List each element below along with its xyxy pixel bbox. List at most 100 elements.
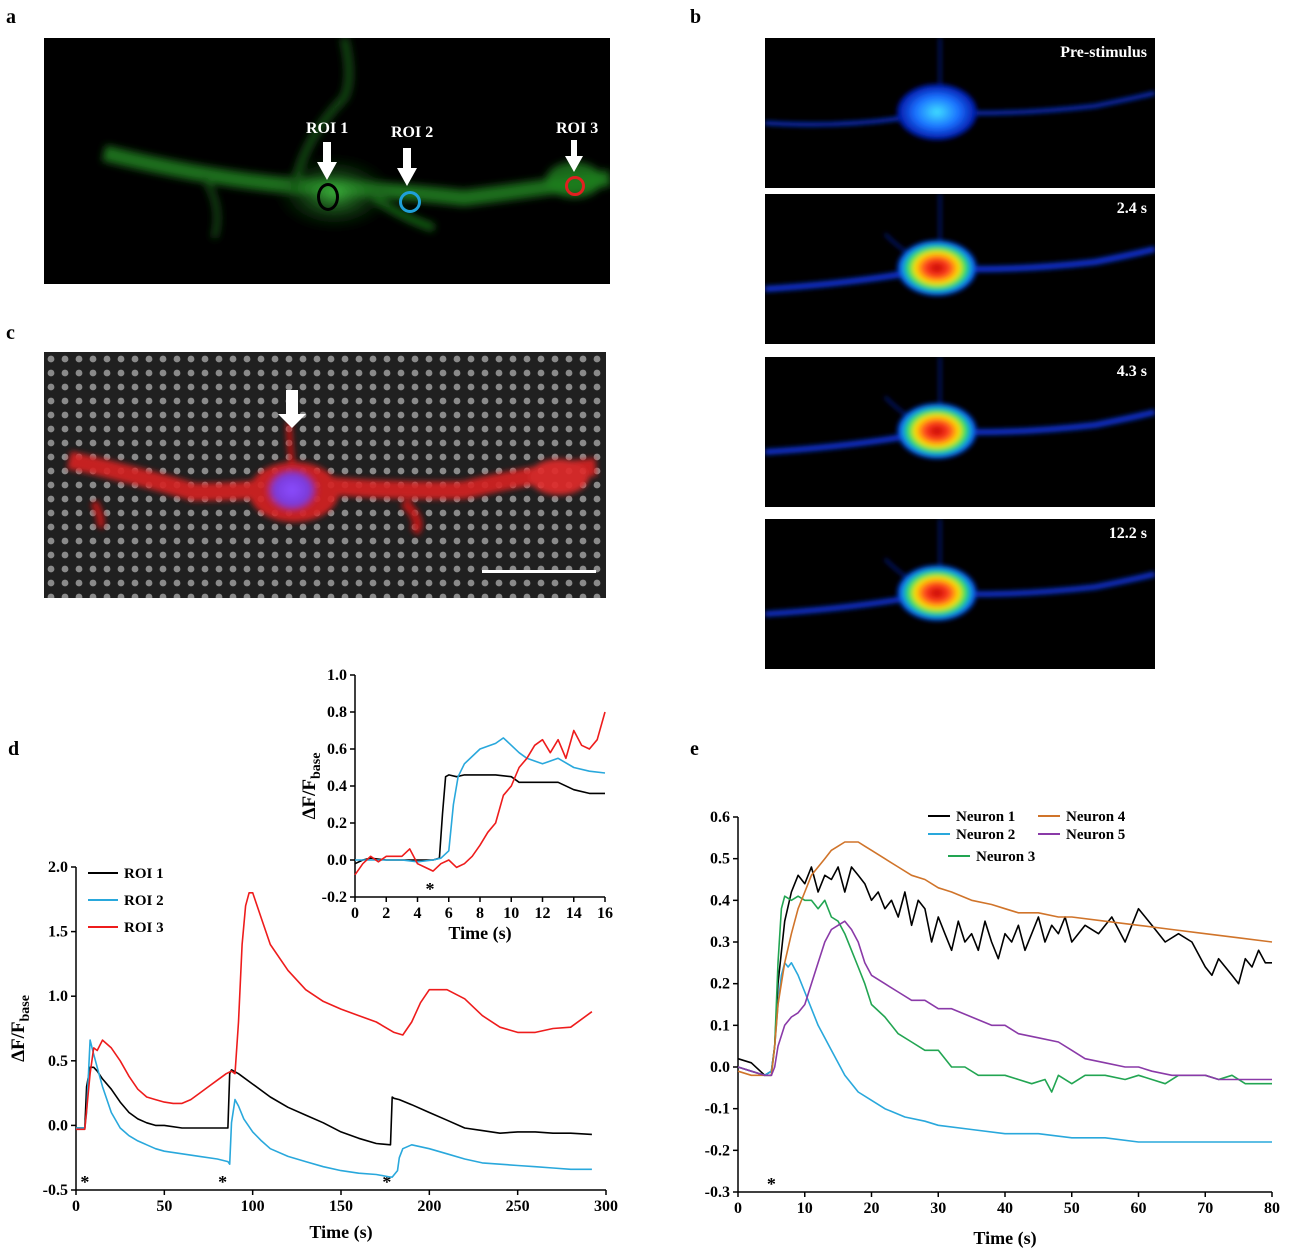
x-axis-label: Time (s)	[973, 1228, 1036, 1249]
legend-label: Neuron 5	[1066, 827, 1125, 843]
x-tick-label: 8	[476, 905, 484, 922]
legend-label: Neuron 3	[976, 849, 1035, 865]
roi-3-circle	[565, 176, 585, 196]
panel-c-arrow	[278, 390, 306, 428]
x-tick-label: 12	[535, 905, 551, 922]
x-tick-label: 0	[734, 1200, 742, 1217]
stimulus-marker: *	[767, 1174, 776, 1194]
y-tick-label: -0.2	[322, 889, 347, 906]
x-tick-label: 80	[1264, 1200, 1280, 1217]
heatmap-neuron	[765, 38, 1155, 140]
x-tick-label: 20	[864, 1200, 880, 1217]
y-tick-label: 0.4	[327, 778, 347, 795]
roi-3-arrow-shaft	[571, 140, 577, 158]
x-tick-label: 100	[241, 1198, 265, 1215]
y-tick-label: 0.5	[48, 1053, 68, 1070]
y-tick-label: 0.6	[327, 741, 347, 758]
heatmap-frame-label: 2.4 s	[1116, 200, 1147, 217]
roi-2-arrow-head	[397, 168, 417, 186]
x-tick-label: 50	[156, 1198, 172, 1215]
y-tick-label: 0.4	[710, 892, 730, 909]
x-axis-label: Time (s)	[448, 923, 511, 944]
y-tick-label: 0.0	[327, 852, 347, 869]
y-tick-label: -0.5	[43, 1182, 68, 1199]
roi-1-circle	[317, 183, 339, 211]
x-tick-label: 0	[351, 905, 359, 922]
legend-label: ROI 1	[124, 866, 164, 882]
series-line-roi-3	[76, 892, 593, 1131]
y-tick-label: -0.1	[705, 1101, 730, 1118]
x-tick-label: 50	[1064, 1200, 1080, 1217]
stimulus-marker: *	[382, 1172, 391, 1192]
y-tick-label: 1.5	[48, 924, 68, 941]
x-tick-label: 0	[72, 1198, 80, 1215]
roi-1-arrow-shaft	[323, 142, 331, 164]
x-tick-label: 200	[417, 1198, 441, 1215]
stimulus-marker: *	[426, 879, 435, 899]
panel-a-image: ROI 1 ROI 2 ROI 3	[44, 38, 610, 284]
heatmap-frame-1: Pre-stimulus	[765, 38, 1155, 188]
nucleus-blob	[266, 468, 318, 512]
legend-label: Neuron 2	[956, 827, 1015, 843]
roi-1-arrow-head	[317, 162, 337, 180]
series-line-roi-2	[76, 1039, 592, 1178]
panel-letter-d: d	[8, 738, 20, 760]
roi-2-label: ROI 2	[391, 124, 434, 141]
y-tick-label: 0.2	[327, 815, 347, 832]
x-axis-label: Time (s)	[309, 1222, 372, 1243]
pillar-array-micrograph	[44, 352, 606, 598]
x-tick-label: 4	[414, 905, 422, 922]
x-tick-label: 250	[506, 1198, 530, 1215]
series-line-neuron-1	[737, 866, 1272, 1077]
x-tick-label: 16	[597, 905, 613, 922]
legend-label: ROI 3	[124, 920, 164, 936]
legend-label: Neuron 4	[1066, 809, 1126, 825]
heatmap-frame-3: 4.3 s	[765, 357, 1155, 507]
x-tick-label: 150	[329, 1198, 353, 1215]
series-line-roi-2	[355, 737, 606, 863]
panel-c-image	[44, 352, 606, 598]
series-line-neuron-5	[737, 920, 1272, 1081]
x-tick-label: 60	[1131, 1200, 1147, 1217]
stimulus-marker: *	[80, 1172, 89, 1192]
x-tick-label: 70	[1197, 1200, 1213, 1217]
series-line-roi-1	[76, 1066, 592, 1146]
series-line-neuron-3	[737, 895, 1272, 1093]
x-tick-label: 40	[997, 1200, 1013, 1217]
roi-arrows	[317, 140, 583, 186]
series-line-neuron-2	[737, 962, 1272, 1143]
legend-label: ROI 2	[124, 893, 164, 909]
y-tick-label: 0.8	[327, 704, 347, 721]
x-tick-label: 300	[594, 1198, 618, 1215]
y-tick-label: 2.0	[48, 859, 68, 876]
panel-letter-b: b	[690, 6, 702, 28]
roi-3-label: ROI 3	[556, 120, 599, 137]
panel-letter-c: c	[6, 322, 15, 344]
heatmap-frame-label: 4.3 s	[1116, 363, 1147, 380]
y-tick-label: -0.3	[705, 1184, 730, 1201]
series-line-roi-1	[354, 774, 605, 865]
roi-2-circle	[399, 191, 421, 213]
chart-d-inset: 0 2 4 6 8 10 12 14 16 -0.2 0.0 0.2 0.4 0.6 0.8 1.0 Time …	[299, 667, 613, 944]
panel-letter-e: e	[690, 738, 699, 760]
x-tick-label: 10	[503, 905, 519, 922]
series-line-neuron-4	[737, 841, 1273, 1077]
heatmap-neuron	[765, 194, 1155, 296]
roi-3-arrow-head	[565, 156, 583, 172]
x-tick-label: 2	[382, 905, 390, 922]
chart-d-main: 0 50 100 150 200 250 300-0.50.00.51.01.52.0Tim…	[8, 859, 618, 1243]
heatmap-neuron	[765, 519, 1155, 621]
heatmap-frame-label: Pre-stimulus	[1060, 44, 1147, 61]
x-tick-label: 30	[930, 1200, 946, 1217]
y-axis-label: ΔF/Fbase	[8, 995, 33, 1062]
heatmap-neuron	[765, 357, 1155, 459]
y-tick-label: -0.2	[705, 1142, 730, 1159]
scale-bar	[482, 570, 596, 573]
heatmap-frame-label: 12.2 s	[1108, 525, 1147, 542]
x-tick-label: 14	[566, 905, 582, 922]
y-tick-label: 1.0	[327, 667, 347, 684]
x-tick-label: 6	[445, 905, 453, 922]
y-axis-label: ΔF/Fbase	[299, 753, 324, 820]
heatmap-frame-4: 12.2 s	[765, 519, 1155, 669]
y-tick-label: 0.3	[710, 934, 730, 951]
